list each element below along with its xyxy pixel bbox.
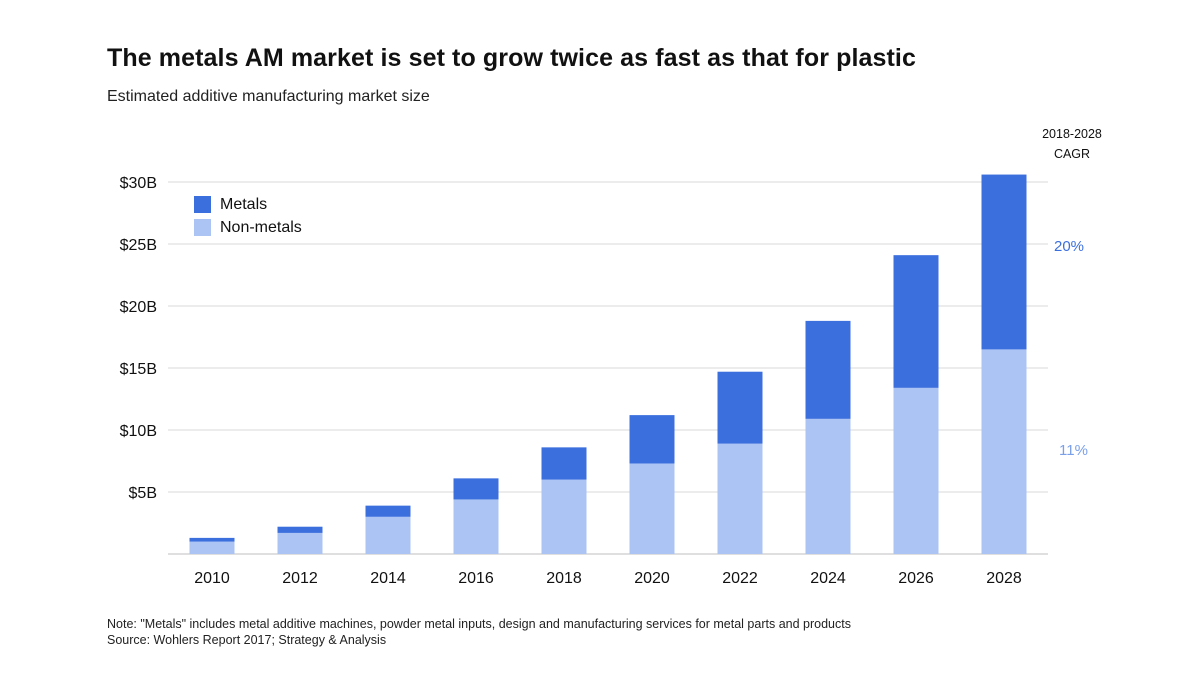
bar-metals xyxy=(629,415,675,464)
x-tick-label: 2018 xyxy=(546,570,582,587)
x-tick-label: 2028 xyxy=(986,570,1022,587)
cagr-header-years: 2018-2028 xyxy=(1042,127,1102,141)
x-tick-label: 2022 xyxy=(722,570,758,587)
bar-non-metals xyxy=(541,479,587,554)
cagr-metals-value: 20% xyxy=(1054,237,1085,255)
x-tick-label: 2016 xyxy=(458,570,494,587)
legend-label-metals: Metals xyxy=(220,195,268,213)
x-tick-label: 2020 xyxy=(634,570,670,587)
bar-non-metals xyxy=(981,349,1027,554)
bar-metals xyxy=(189,537,235,542)
bar-metals xyxy=(365,505,411,517)
legend-label-non-metals: Non-metals xyxy=(220,218,302,236)
chart-title: The metals AM market is set to grow twic… xyxy=(107,44,916,72)
footnote: Note: "Metals" includes metal additive m… xyxy=(107,616,851,648)
legend: Metals Non-metals xyxy=(194,193,302,239)
legend-item-non-metals: Non-metals xyxy=(194,216,302,239)
bar-metals xyxy=(981,174,1027,350)
source-text: Source: Wohlers Report 2017; Strategy & … xyxy=(107,633,387,647)
chart-subtitle: Estimated additive manufacturing market … xyxy=(107,88,430,105)
bar-metals xyxy=(717,371,763,444)
y-tick-label: $15B xyxy=(120,361,157,378)
bar-metals xyxy=(805,320,851,419)
legend-swatch-non-metals xyxy=(194,219,211,236)
y-tick-label: $25B xyxy=(120,237,157,254)
bar-metals xyxy=(541,447,587,480)
cagr-header: 2018-2028 CAGR xyxy=(1022,124,1122,164)
y-tick-label: $20B xyxy=(120,299,157,316)
x-tick-label: 2010 xyxy=(194,570,230,587)
bar-non-metals xyxy=(189,541,235,554)
bar-metals xyxy=(453,478,499,500)
bar-non-metals xyxy=(277,532,323,554)
cagr-non-metals-value: 11% xyxy=(1059,441,1088,459)
x-tick-label: 2012 xyxy=(282,570,318,587)
x-tick-label: 2014 xyxy=(370,570,406,587)
bar-non-metals xyxy=(805,418,851,554)
cagr-header-label: CAGR xyxy=(1053,147,1091,161)
bar-non-metals xyxy=(453,499,499,554)
bar-non-metals xyxy=(717,443,763,554)
bar-non-metals xyxy=(629,463,675,554)
legend-swatch-metals xyxy=(194,196,211,213)
legend-item-metals: Metals xyxy=(194,193,302,216)
y-tick-label: $10B xyxy=(120,423,157,440)
bar-metals xyxy=(277,526,323,533)
y-tick-label: $30B xyxy=(120,175,157,192)
x-tick-label: 2024 xyxy=(810,570,846,587)
y-tick-label: $5B xyxy=(129,485,157,502)
x-tick-label: 2026 xyxy=(898,570,934,587)
note-text: Note: "Metals" includes metal additive m… xyxy=(107,617,851,631)
bar-non-metals xyxy=(365,516,411,554)
bar-metals xyxy=(893,255,939,388)
bar-non-metals xyxy=(893,387,939,554)
